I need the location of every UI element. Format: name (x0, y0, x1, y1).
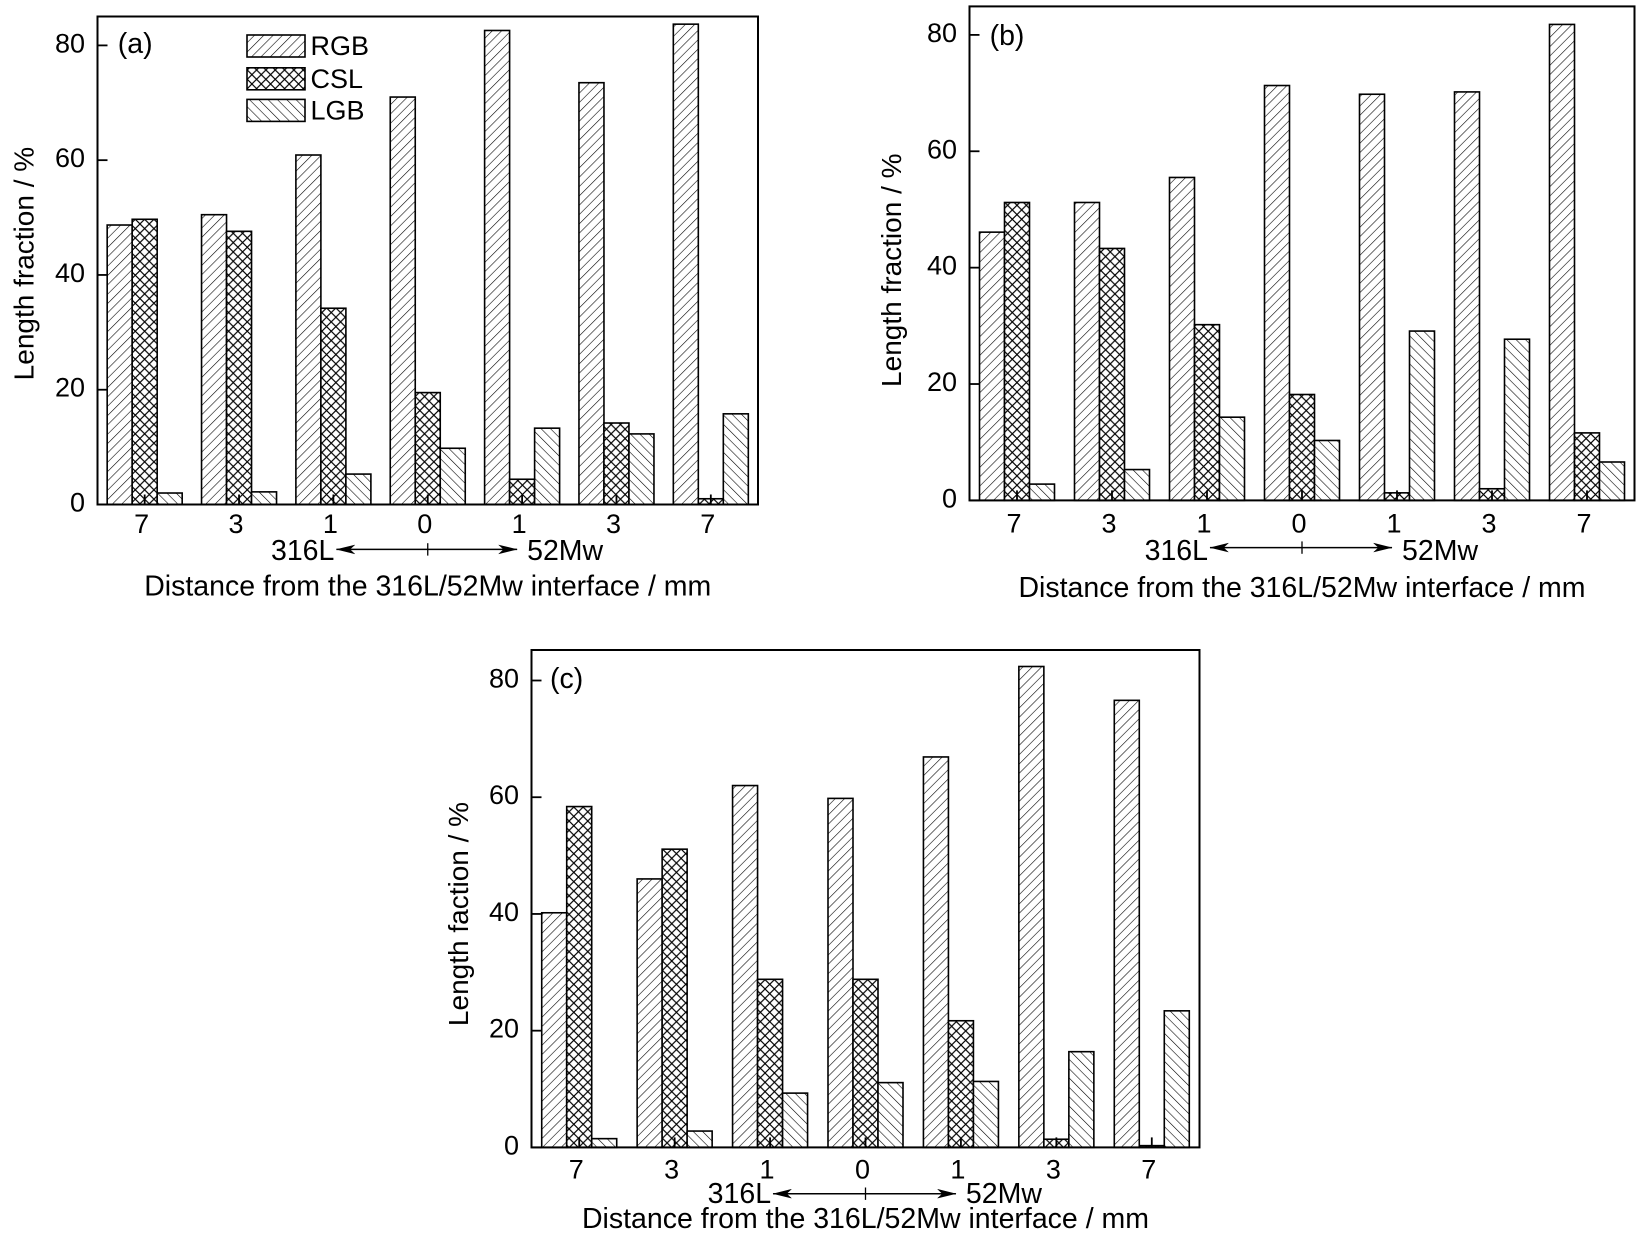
svg-text:1: 1 (1196, 509, 1211, 539)
svg-text:40: 40 (927, 251, 957, 281)
svg-text:Length faction / %: Length faction / % (443, 802, 474, 1026)
svg-text:80: 80 (927, 18, 957, 48)
svg-text:3: 3 (1101, 509, 1116, 539)
svg-text:0: 0 (70, 488, 85, 518)
svg-text:Distance from the 316L/52Mw in: Distance from the 316L/52Mw interface / … (144, 571, 711, 603)
svg-text:7: 7 (569, 1155, 584, 1185)
svg-text:3: 3 (664, 1155, 679, 1185)
svg-text:0: 0 (417, 509, 432, 539)
svg-text:Distance from the 316L/52Mw in: Distance from the 316L/52Mw interface / … (1018, 572, 1585, 604)
svg-text:7: 7 (1576, 509, 1591, 539)
svg-text:7: 7 (1006, 509, 1021, 539)
svg-text:(b): (b) (990, 20, 1025, 52)
svg-text:20: 20 (489, 1014, 519, 1044)
svg-text:60: 60 (489, 780, 519, 810)
svg-text:40: 40 (55, 258, 85, 288)
svg-text:52Mw: 52Mw (966, 1178, 1042, 1210)
svg-text:1: 1 (323, 509, 338, 539)
svg-text:3: 3 (606, 509, 621, 539)
svg-text:20: 20 (55, 373, 85, 403)
svg-text:0: 0 (1291, 509, 1306, 539)
svg-text:Length fraction / %: Length fraction / % (8, 147, 39, 380)
svg-text:0: 0 (942, 483, 957, 513)
svg-text:7: 7 (700, 509, 715, 539)
svg-text:1: 1 (760, 1155, 775, 1185)
svg-text:7: 7 (134, 509, 149, 539)
svg-text:Length fraction / %: Length fraction / % (876, 153, 907, 386)
svg-text:3: 3 (1046, 1155, 1061, 1185)
svg-text:1: 1 (950, 1155, 965, 1185)
svg-text:1: 1 (1386, 509, 1401, 539)
svg-text:52Mw: 52Mw (1402, 535, 1478, 567)
svg-text:80: 80 (55, 28, 85, 58)
svg-text:316L: 316L (1145, 535, 1208, 567)
svg-text:20: 20 (927, 367, 957, 397)
svg-text:7: 7 (1141, 1155, 1156, 1185)
svg-text:(a): (a) (118, 28, 153, 60)
svg-text:40: 40 (489, 897, 519, 927)
svg-text:1: 1 (512, 509, 527, 539)
svg-text:0: 0 (855, 1155, 870, 1185)
svg-text:0: 0 (504, 1130, 519, 1160)
svg-text:316L: 316L (271, 535, 334, 567)
svg-text:60: 60 (927, 134, 957, 164)
svg-text:52Mw: 52Mw (527, 535, 603, 567)
svg-text:Distance from the 316L/52Mw in: Distance from the 316L/52Mw interface / … (582, 1203, 1149, 1235)
svg-text:80: 80 (489, 664, 519, 694)
svg-text:3: 3 (229, 509, 244, 539)
svg-text:60: 60 (55, 143, 85, 173)
svg-text:3: 3 (1481, 509, 1496, 539)
svg-text:CSL: CSL (311, 64, 364, 94)
svg-text:(c): (c) (550, 663, 583, 695)
svg-text:316L: 316L (708, 1178, 771, 1210)
svg-text:RGB: RGB (311, 31, 370, 61)
svg-text:LGB: LGB (311, 95, 365, 125)
